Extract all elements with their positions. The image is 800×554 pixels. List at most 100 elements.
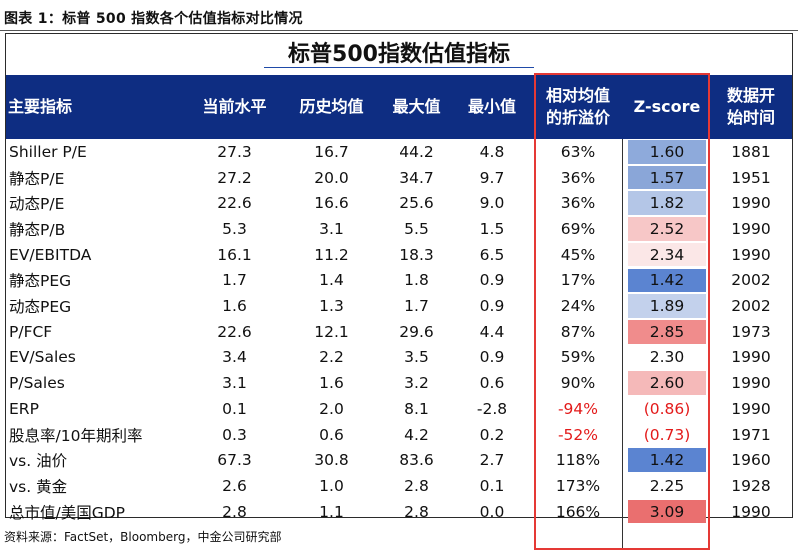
cell-max: 2.8: [404, 476, 429, 495]
cell-indicator: P/FCF: [9, 322, 53, 341]
cell-start-year: 1928: [731, 476, 771, 495]
cell-start-year: 1971: [731, 425, 771, 444]
cell-premium: 17%: [560, 271, 596, 290]
cell-start-year: 2002: [731, 271, 771, 290]
cell-hist-mean: 0.6: [319, 425, 344, 444]
cell-current: 0.3: [222, 425, 247, 444]
cell-zscore: 1.42: [628, 448, 706, 473]
cell-premium: 166%: [555, 502, 601, 521]
cell-indicator: 动态P/E: [9, 195, 65, 214]
cell-start-year: 1960: [731, 451, 771, 470]
cell-start-year: 2002: [731, 297, 771, 316]
cell-current: 0.1: [222, 399, 247, 418]
cell-hist-mean: 20.0: [314, 168, 349, 187]
cell-zscore: 1.89: [628, 294, 706, 318]
cell-hist-mean: 3.1: [319, 219, 344, 238]
cell-start-year: 1973: [731, 322, 771, 341]
cell-hist-mean: 1.3: [319, 297, 344, 316]
cell-max: 18.3: [399, 245, 434, 264]
cell-max: 1.8: [404, 271, 429, 290]
table-row: P/FCF 22.6 12.1 29.6 4.4 87% 1973 2.85: [6, 319, 792, 345]
cell-indicator: ERP: [9, 399, 39, 418]
cell-zscore: (0.86): [628, 397, 706, 421]
cell-hist-mean: 16.6: [314, 194, 349, 213]
caption-rule: [0, 30, 798, 31]
cell-premium: 36%: [560, 194, 596, 213]
cell-premium: 36%: [560, 168, 596, 187]
cell-max: 83.6: [399, 451, 434, 470]
cell-current: 27.3: [217, 142, 252, 161]
table-row: P/Sales 3.1 1.6 3.2 0.6 90% 1990 2.60: [6, 370, 792, 396]
column-separator: [708, 139, 709, 549]
cell-min: 4.4: [479, 322, 505, 341]
cell-zscore: 3.09: [628, 499, 706, 524]
cell-max: 34.7: [399, 168, 434, 187]
cell-indicator: vs. 黄金: [9, 477, 68, 496]
cell-start-year: 1990: [731, 348, 771, 367]
cell-indicator: vs. 油价: [9, 452, 68, 471]
cell-indicator: EV/Sales: [9, 348, 76, 367]
table-row: EV/Sales 3.4 2.2 3.5 0.9 59% 1990 2.30: [6, 345, 792, 371]
cell-premium: 173%: [555, 476, 601, 495]
cell-start-year: 1990: [731, 245, 771, 264]
table-row: 动态P/E 22.6 16.6 25.6 9.0 36% 1990 1.82: [6, 190, 792, 216]
cell-zscore: 2.34: [628, 242, 706, 267]
cell-zscore: 2.60: [628, 371, 706, 395]
cell-max: 4.2: [404, 425, 429, 444]
cell-premium: 45%: [560, 245, 596, 264]
cell-min: 0.1: [479, 476, 505, 495]
cell-current: 22.6: [217, 194, 252, 213]
cell-min: 4.8: [479, 142, 505, 161]
cell-indicator: 静态PEG: [9, 272, 72, 291]
table-header: 主要指标 当前水平 历史均值 最大值 最小值 相对均值 的折溢价 Z-score…: [6, 75, 792, 139]
header-hist-mean: 历史均值: [299, 97, 364, 116]
table-row: 静态P/E 27.2 20.0 34.7 9.7 36% 1951 1.57: [6, 165, 792, 191]
cell-zscore: 1.57: [628, 165, 706, 190]
header-min: 最小值: [467, 97, 516, 116]
cell-indicator: 静态P/E: [9, 169, 65, 188]
cell-indicator: 股息率/10年期利率: [9, 426, 143, 445]
cell-indicator: 动态PEG: [9, 298, 72, 317]
cell-current: 22.6: [217, 322, 252, 341]
cell-hist-mean: 16.7: [314, 142, 349, 161]
cell-min: -2.8: [476, 399, 508, 418]
cell-min: 6.5: [479, 245, 505, 264]
cell-hist-mean: 1.1: [319, 502, 344, 521]
cell-max: 1.7: [404, 297, 429, 316]
cell-zscore: 2.25: [628, 474, 706, 498]
valuation-table: 标普500指数估值指标 主要指标 当前水平 历史均值 最大值 最小值 相对均值 …: [5, 33, 793, 550]
cell-hist-mean: 12.1: [314, 322, 349, 341]
cell-min: 0.9: [479, 297, 505, 316]
cell-premium: 90%: [560, 374, 596, 393]
cell-current: 1.7: [222, 271, 247, 290]
cell-indicator: 总市值/美国GDP: [9, 503, 126, 522]
cell-zscore: 2.85: [628, 319, 706, 344]
cell-start-year: 1990: [731, 502, 771, 521]
figure-caption: 图表 1：标普 500 指数各个估值指标对比情况: [4, 11, 303, 27]
cell-premium: 59%: [560, 348, 596, 367]
cell-min: 9.0: [479, 194, 505, 213]
table-row: ERP 0.1 2.0 8.1 -2.8 -94% 1990 (0.86): [6, 396, 792, 422]
cell-start-year: 1990: [731, 399, 771, 418]
table-row: vs. 黄金 2.6 1.0 2.8 0.1 173% 1928 2.25: [6, 473, 792, 499]
cell-indicator: P/Sales: [9, 374, 65, 393]
cell-max: 44.2: [399, 142, 434, 161]
table-row: 静态PEG 1.7 1.4 1.8 0.9 17% 2002 1.42: [6, 268, 792, 294]
cell-min: 0.9: [479, 348, 505, 367]
cell-min: 0.2: [479, 425, 505, 444]
cell-current: 5.3: [222, 219, 247, 238]
table-row: 股息率/10年期利率 0.3 0.6 4.2 0.2 -52% 1971 (0.73): [6, 422, 792, 448]
title-underline: [264, 67, 534, 68]
cell-zscore: 1.42: [628, 268, 706, 293]
cell-premium: -94%: [557, 399, 599, 418]
header-max: 最大值: [392, 97, 441, 116]
cell-max: 2.8: [404, 502, 429, 521]
source-note: 资料来源：FactSet，Bloomberg，中金公司研究部: [4, 530, 282, 544]
header-zscore: Z-score: [633, 97, 701, 116]
cell-premium: 69%: [560, 219, 596, 238]
cell-hist-mean: 1.4: [319, 271, 344, 290]
cell-premium: 24%: [560, 297, 596, 316]
cell-premium: -52%: [557, 425, 599, 444]
header-current: 当前水平: [202, 97, 267, 116]
cell-max: 5.5: [404, 219, 429, 238]
